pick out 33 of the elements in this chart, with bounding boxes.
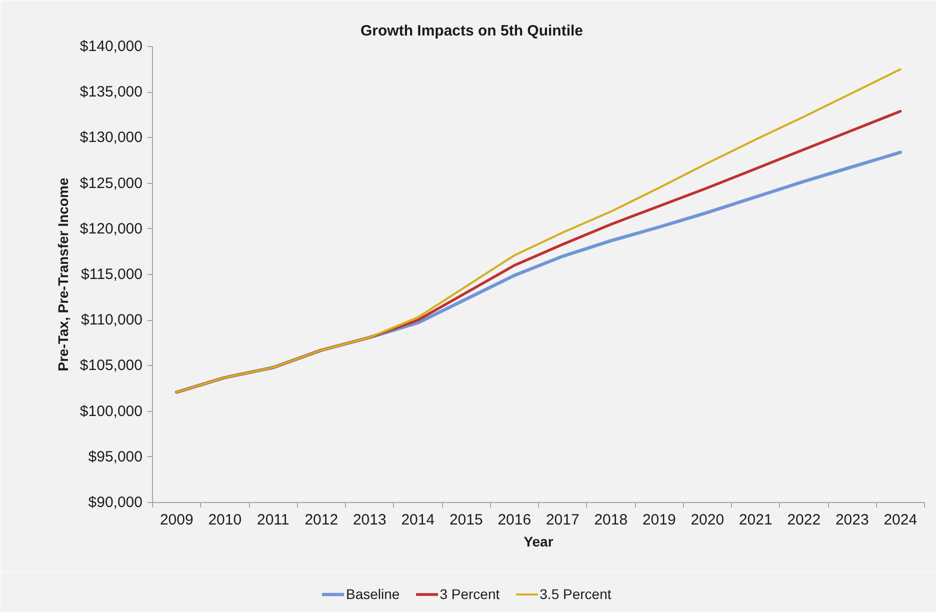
x-tick-label: 2015 <box>449 512 483 528</box>
x-tick-label: 2014 <box>401 512 435 528</box>
y-tick-label: $130,000 <box>80 129 143 146</box>
x-tick-label: 2018 <box>594 512 628 528</box>
y-tick-label: $95,000 <box>88 448 143 466</box>
legend-label: Baseline <box>346 586 400 602</box>
y-tick-label: $105,000 <box>80 357 143 374</box>
x-tick-label: 2024 <box>884 512 918 528</box>
x-tick-label: 2020 <box>690 512 724 528</box>
x-tick-label: 2009 <box>160 512 194 528</box>
x-tick-label: 2013 <box>352 512 386 528</box>
y-tick-label: $90,000 <box>88 494 143 511</box>
legend-label: 3 Percent <box>440 586 500 602</box>
x-tick-label: 2011 <box>256 512 290 528</box>
x-tick-label: 2017 <box>546 512 580 528</box>
x-axis-title: Year <box>524 534 554 550</box>
x-tick-label: 2021 <box>738 512 772 528</box>
x-tick-label: 2010 <box>208 512 242 528</box>
y-tick-label: $115,000 <box>81 266 143 283</box>
y-tick-label: $100,000 <box>80 402 143 420</box>
y-tick-label: $140,000 <box>80 38 143 55</box>
x-tick-label: 2012 <box>304 512 338 528</box>
x-tick-label: 2016 <box>498 512 532 528</box>
y-tick-label: $120,000 <box>80 220 143 238</box>
x-tick-label: 2019 <box>642 512 676 528</box>
chart-title: Growth Impacts on 5th Quintile <box>360 22 584 40</box>
legend-label: 3.5 Percent <box>540 586 612 602</box>
y-tick-label: $125,000 <box>80 174 143 192</box>
y-tick-label: $135,000 <box>80 84 143 101</box>
y-axis-title: Pre-Tax, Pre-Transfer Income <box>54 178 71 372</box>
y-tick-label: $110,000 <box>81 312 143 329</box>
x-tick-label: 2023 <box>835 512 869 528</box>
x-tick-label: 2022 <box>787 512 821 528</box>
